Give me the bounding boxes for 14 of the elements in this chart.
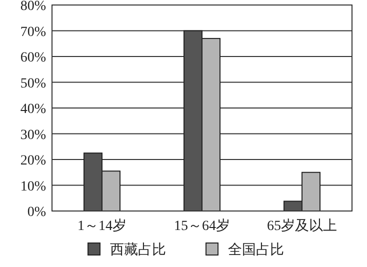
legend-label: 全国占比	[228, 242, 284, 258]
y-tick-label: 70%	[20, 24, 46, 40]
y-tick-label: 60%	[20, 50, 46, 66]
x-tick-label: 15～64岁	[174, 218, 230, 234]
y-tick-label: 50%	[20, 76, 46, 92]
y-tick-label: 30%	[20, 128, 46, 143]
y-tick-label: 10%	[20, 179, 46, 194]
y-tick-label: 80%	[20, 0, 46, 14]
x-tick-label: 1～14岁	[78, 218, 126, 234]
y-tick-label: 0%	[27, 205, 46, 220]
y-tick-label: 40%	[20, 102, 46, 117]
y-tick-label: 20%	[20, 154, 46, 168]
legend-label: 西藏占比	[110, 242, 166, 258]
x-tick-label: 65岁及以上	[267, 218, 337, 234]
